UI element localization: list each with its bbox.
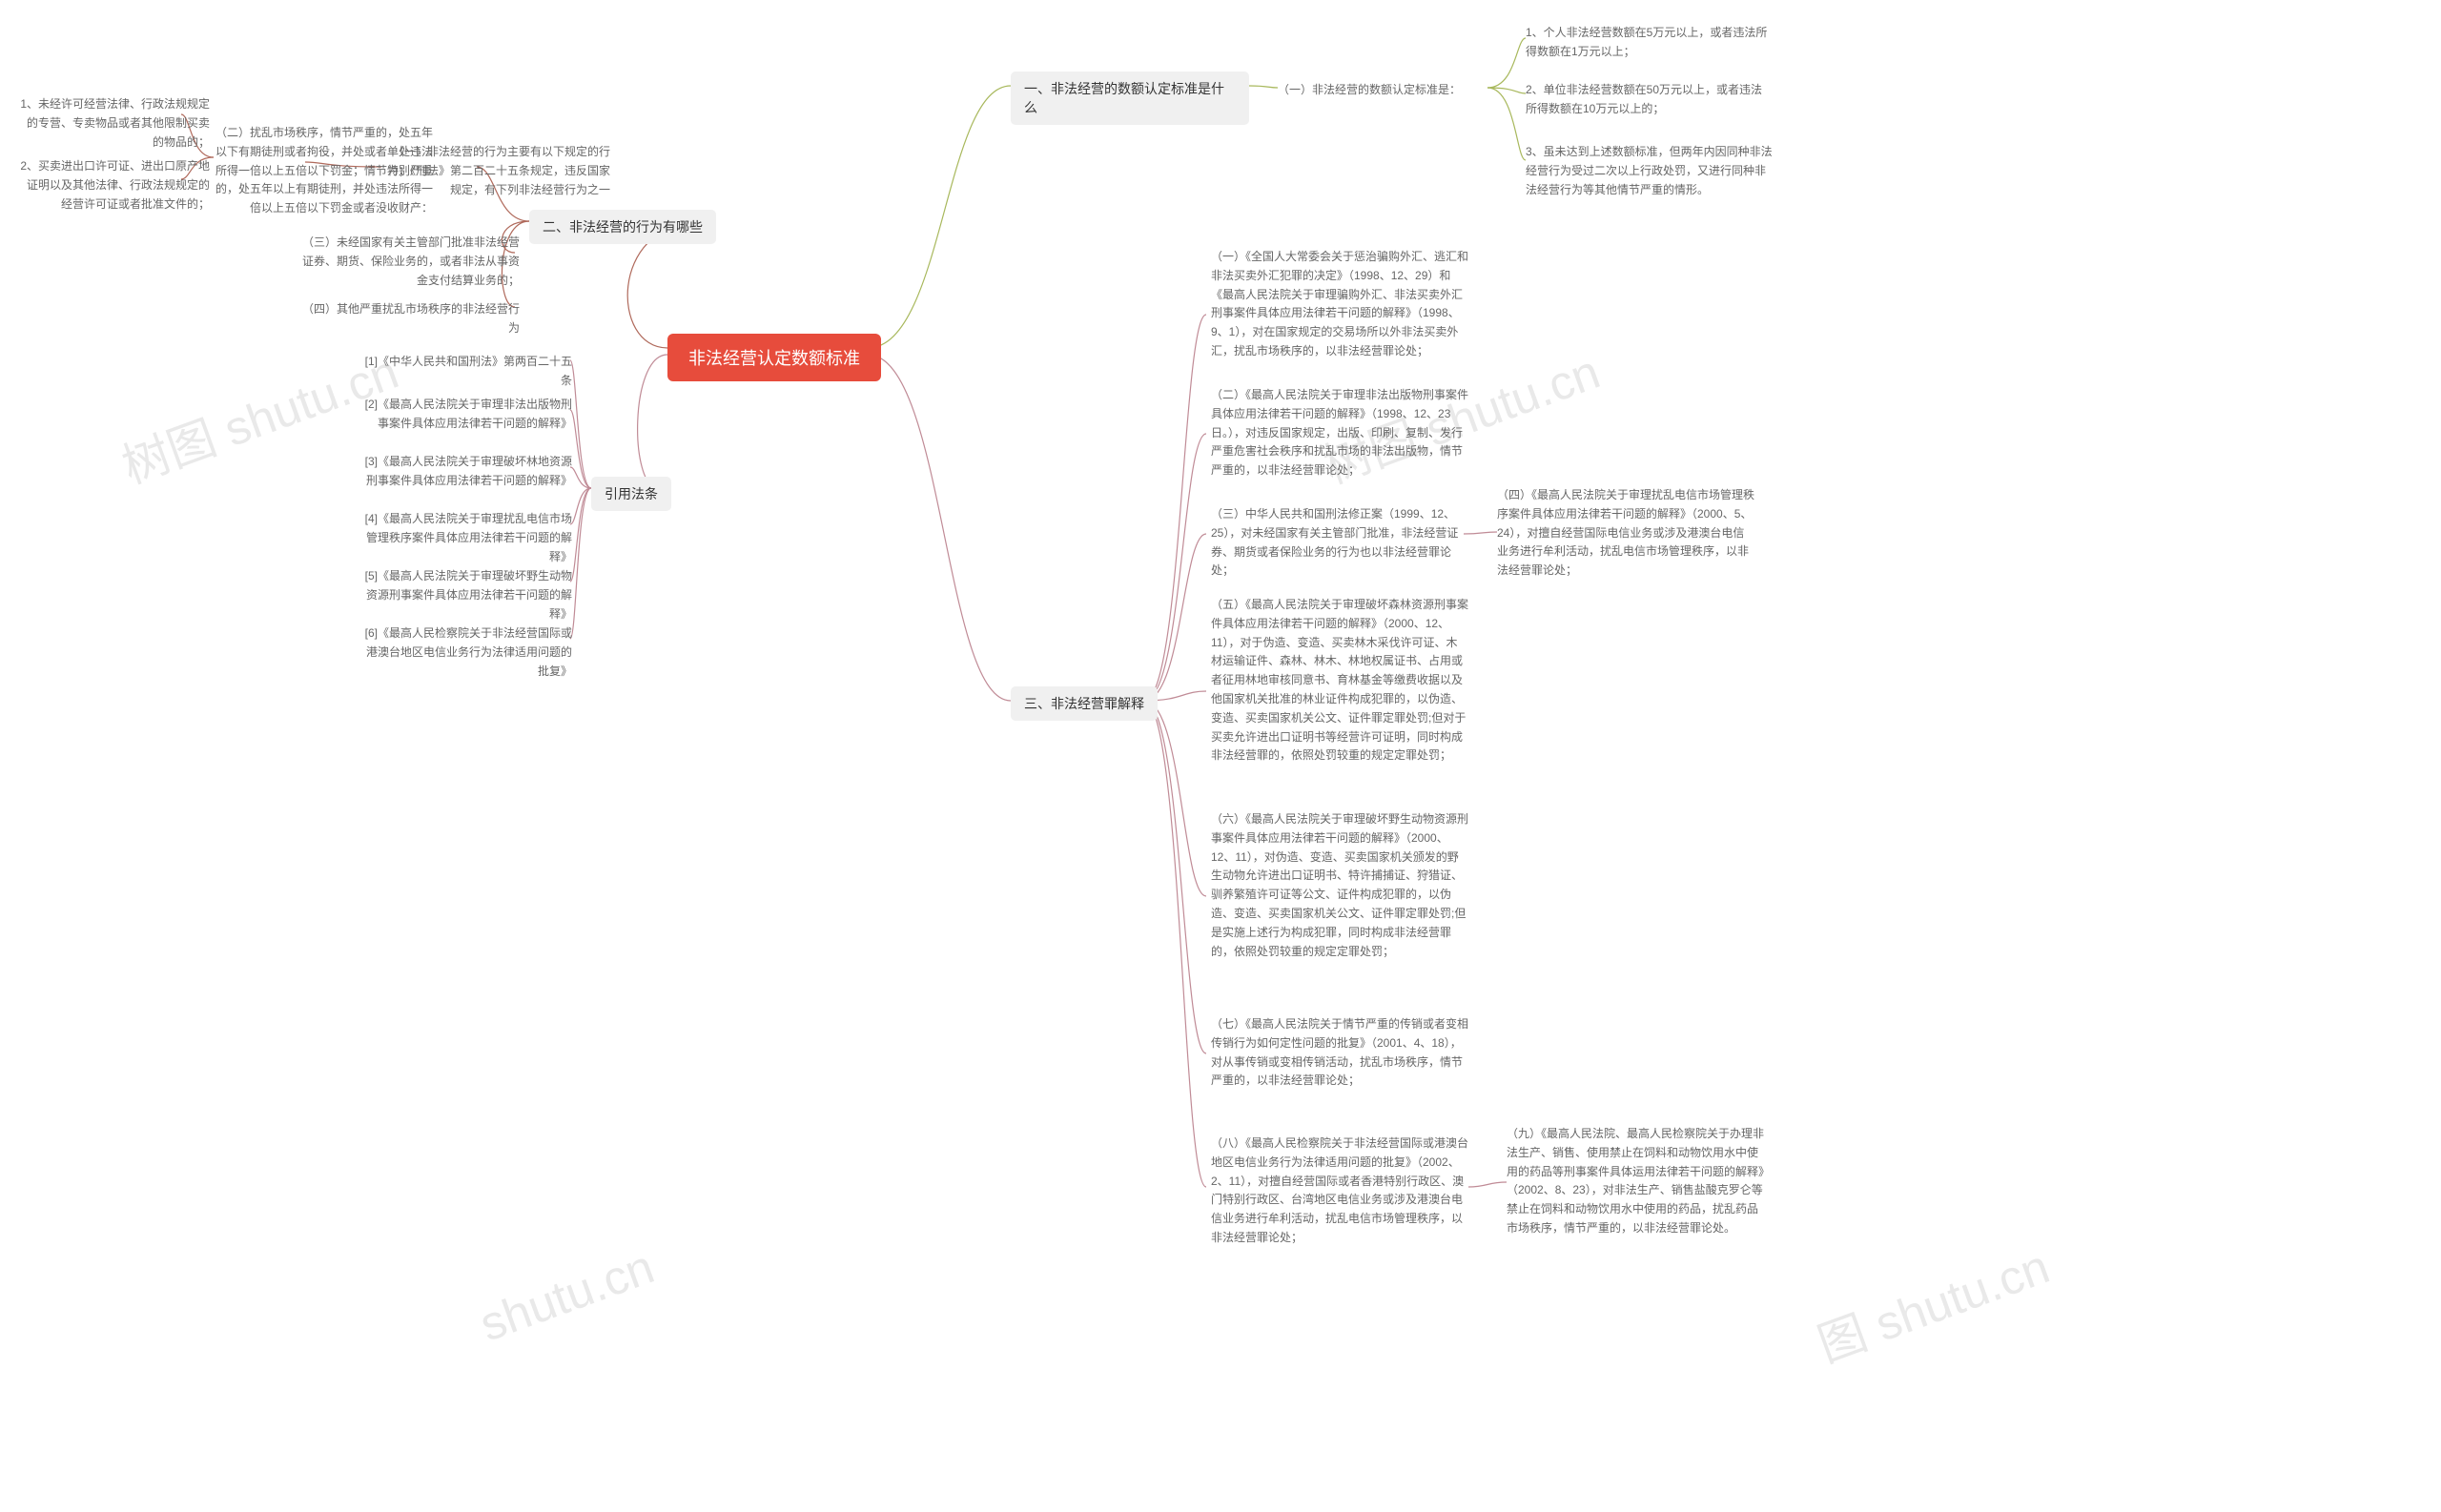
leaf-b3-l2: （二）《最高人民法院关于审理非法出版物刑事案件具体应用法律若干问题的解释》（19… bbox=[1211, 386, 1468, 480]
sub-b2-s4: （四）其他严重扰乱市场秩序的非法经营行为 bbox=[296, 300, 520, 338]
watermark: 图 shutu.cn bbox=[1807, 1229, 2057, 1376]
watermark: shutu.cn bbox=[473, 1238, 661, 1352]
leaf-b1-l1: 1、个人非法经营数额在5万元以上，或者违法所得数额在1万元以上； bbox=[1526, 24, 1774, 62]
leaf-b4-l1: [1]《中华人民共和国刑法》第两百二十五条 bbox=[358, 353, 572, 391]
branch-4[interactable]: 引用法条 bbox=[591, 477, 671, 511]
branch-2[interactable]: 二、非法经营的行为有哪些 bbox=[529, 210, 716, 244]
leaf-b3-l6: （六）《最高人民法院关于审理破坏野生动物资源刑事案件具体应用法律若干问题的解释》… bbox=[1211, 810, 1468, 961]
center-node[interactable]: 非法经营认定数额标准 bbox=[667, 334, 881, 381]
leaf-b3-l5: （五）《最高人民法院关于审理破坏森林资源刑事案件具体应用法律若干问题的解释》（2… bbox=[1211, 596, 1468, 766]
leaf-b4-l3: [3]《最高人民法院关于审理破坏林地资源刑事案件具体应用法律若干问题的解释》 bbox=[358, 453, 572, 491]
sub-b1-s1: （一）非法经营的数额认定标准是： bbox=[1278, 81, 1461, 100]
leaf-b4-l5: [5]《最高人民法院关于审理破坏野生动物资源刑事案件具体应用法律若干问题的解释》 bbox=[358, 567, 572, 623]
branch-1[interactable]: 一、非法经营的数额认定标准是什么 bbox=[1011, 72, 1249, 125]
sub-b2-s2: （二）扰乱市场秩序，情节严重的，处五年以下有期徒刑或者拘役，并处或者单处违法所得… bbox=[214, 124, 433, 218]
leaf-b2-l1: 1、未经许可经营法律、行政法规规定的专营、专卖物品或者其他限制买卖的物品的； bbox=[19, 95, 210, 152]
leaf-b3-l7: （七）《最高人民法院关于情节严重的传销或者变相传销行为如何定性问题的批复》（20… bbox=[1211, 1015, 1468, 1091]
leaf-b1-l3: 3、虽未达到上述数额标准，但两年内因同种非法经营行为受过二次以上行政处罚，又进行… bbox=[1526, 143, 1774, 199]
leaf-b4-l6: [6]《最高人民检察院关于非法经营国际或港澳台地区电信业务行为法律适用问题的批复… bbox=[358, 624, 572, 681]
branch-3[interactable]: 三、非法经营罪解释 bbox=[1011, 686, 1158, 721]
leaf-b1-l2: 2、单位非法经营数额在50万元以上，或者违法所得数额在10万元以上的； bbox=[1526, 81, 1774, 119]
leaf-b4-l4: [4]《最高人民法院关于审理扰乱电信市场管理秩序案件具体应用法律若干问题的解释》 bbox=[358, 510, 572, 566]
leaf-b2-l2: 2、买卖进出口许可证、进出口原产地证明以及其他法律、行政法规规定的经营许可证或者… bbox=[19, 157, 210, 214]
leaf-b3-l3: （三）中华人民共和国刑法修正案（1999、12、25），对未经国家有关主管部门批… bbox=[1211, 505, 1468, 581]
leaf-b3-l8: （八）《最高人民检察院关于非法经营国际或港澳台地区电信业务行为法律适用问题的批复… bbox=[1211, 1134, 1468, 1248]
leaf-b4-l2: [2]《最高人民法院关于审理非法出版物刑事案件具体应用法律若干问题的解释》 bbox=[358, 396, 572, 434]
leaf-b3-l9: （九）《最高人民法院、最高人民检察院关于办理非法生产、销售、使用禁止在饲料和动物… bbox=[1507, 1125, 1764, 1238]
leaf-b3-l1: （一）《全国人大常委会关于惩治骗购外汇、逃汇和非法买卖外汇犯罪的决定》（1998… bbox=[1211, 248, 1468, 361]
leaf-b3-l3b: （四）《最高人民法院关于审理扰乱电信市场管理秩序案件具体应用法律若干问题的解释》… bbox=[1497, 486, 1754, 581]
sub-b2-s3: （三）未经国家有关主管部门批准非法经营证券、期货、保险业务的，或者非法从事资金支… bbox=[296, 234, 520, 290]
